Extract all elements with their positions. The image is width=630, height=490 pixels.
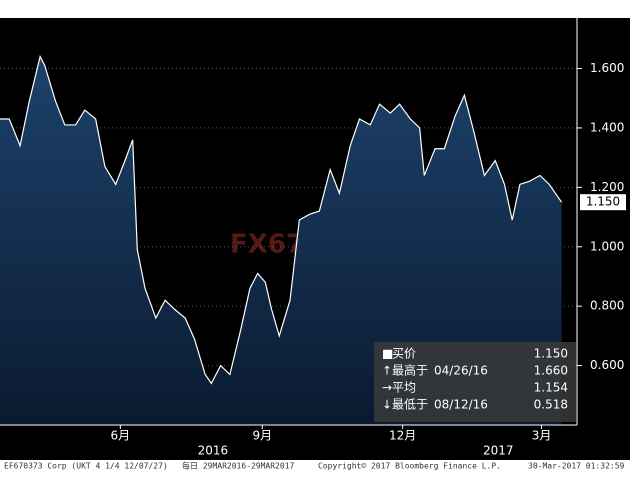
y-tick-label: 1.600 bbox=[590, 61, 624, 75]
legend-box bbox=[374, 342, 576, 422]
footer-text: EF670373 Corp (UKT 4 1/4 12/07/27) bbox=[4, 462, 168, 471]
legend-value: 1.660 bbox=[534, 364, 568, 378]
footer-text: Copyright© 2017 Bloomberg Finance L.P. bbox=[318, 462, 501, 471]
year-label: 2016 bbox=[198, 444, 229, 458]
footer-text: 30-Mar-2017 01:32:59 bbox=[528, 462, 625, 471]
legend-icon: ■ bbox=[382, 347, 393, 361]
y-tick-label: 0.800 bbox=[590, 299, 624, 313]
legend-label: 买价 bbox=[392, 347, 416, 361]
legend-icon: ↓ bbox=[382, 398, 392, 412]
y-tick-label: 1.000 bbox=[590, 239, 624, 253]
legend-label: 平均 bbox=[392, 381, 416, 395]
legend-date: 04/26/16 bbox=[434, 364, 488, 378]
x-tick-label: 6月 bbox=[111, 429, 131, 443]
x-tick-label: 3月 bbox=[532, 429, 552, 443]
x-tick-label: 12月 bbox=[389, 429, 416, 443]
x-tick-label: 9月 bbox=[252, 429, 272, 443]
legend-value: 1.150 bbox=[534, 347, 568, 361]
legend-icon: ↑ bbox=[382, 364, 392, 378]
footer-text: 每日 29MAR2016-29MAR2017 bbox=[182, 461, 295, 471]
legend-value: 1.154 bbox=[534, 381, 568, 395]
last-price-label: 1.150 bbox=[586, 195, 620, 209]
y-tick-label: 1.400 bbox=[590, 120, 624, 134]
legend-label: 最高于 bbox=[392, 363, 428, 378]
legend-icon: → bbox=[382, 381, 392, 395]
last-price-box bbox=[580, 194, 626, 211]
y-tick-label: 1.200 bbox=[590, 180, 624, 194]
line bbox=[0, 54, 563, 385]
legend-value: 0.518 bbox=[534, 398, 568, 412]
year-label: 2017 bbox=[483, 444, 514, 458]
y-tick-label: 0.600 bbox=[590, 358, 624, 372]
footer-bg bbox=[0, 460, 630, 490]
legend-date: 08/12/16 bbox=[434, 398, 488, 412]
legend-label: 最低于 bbox=[392, 398, 428, 412]
